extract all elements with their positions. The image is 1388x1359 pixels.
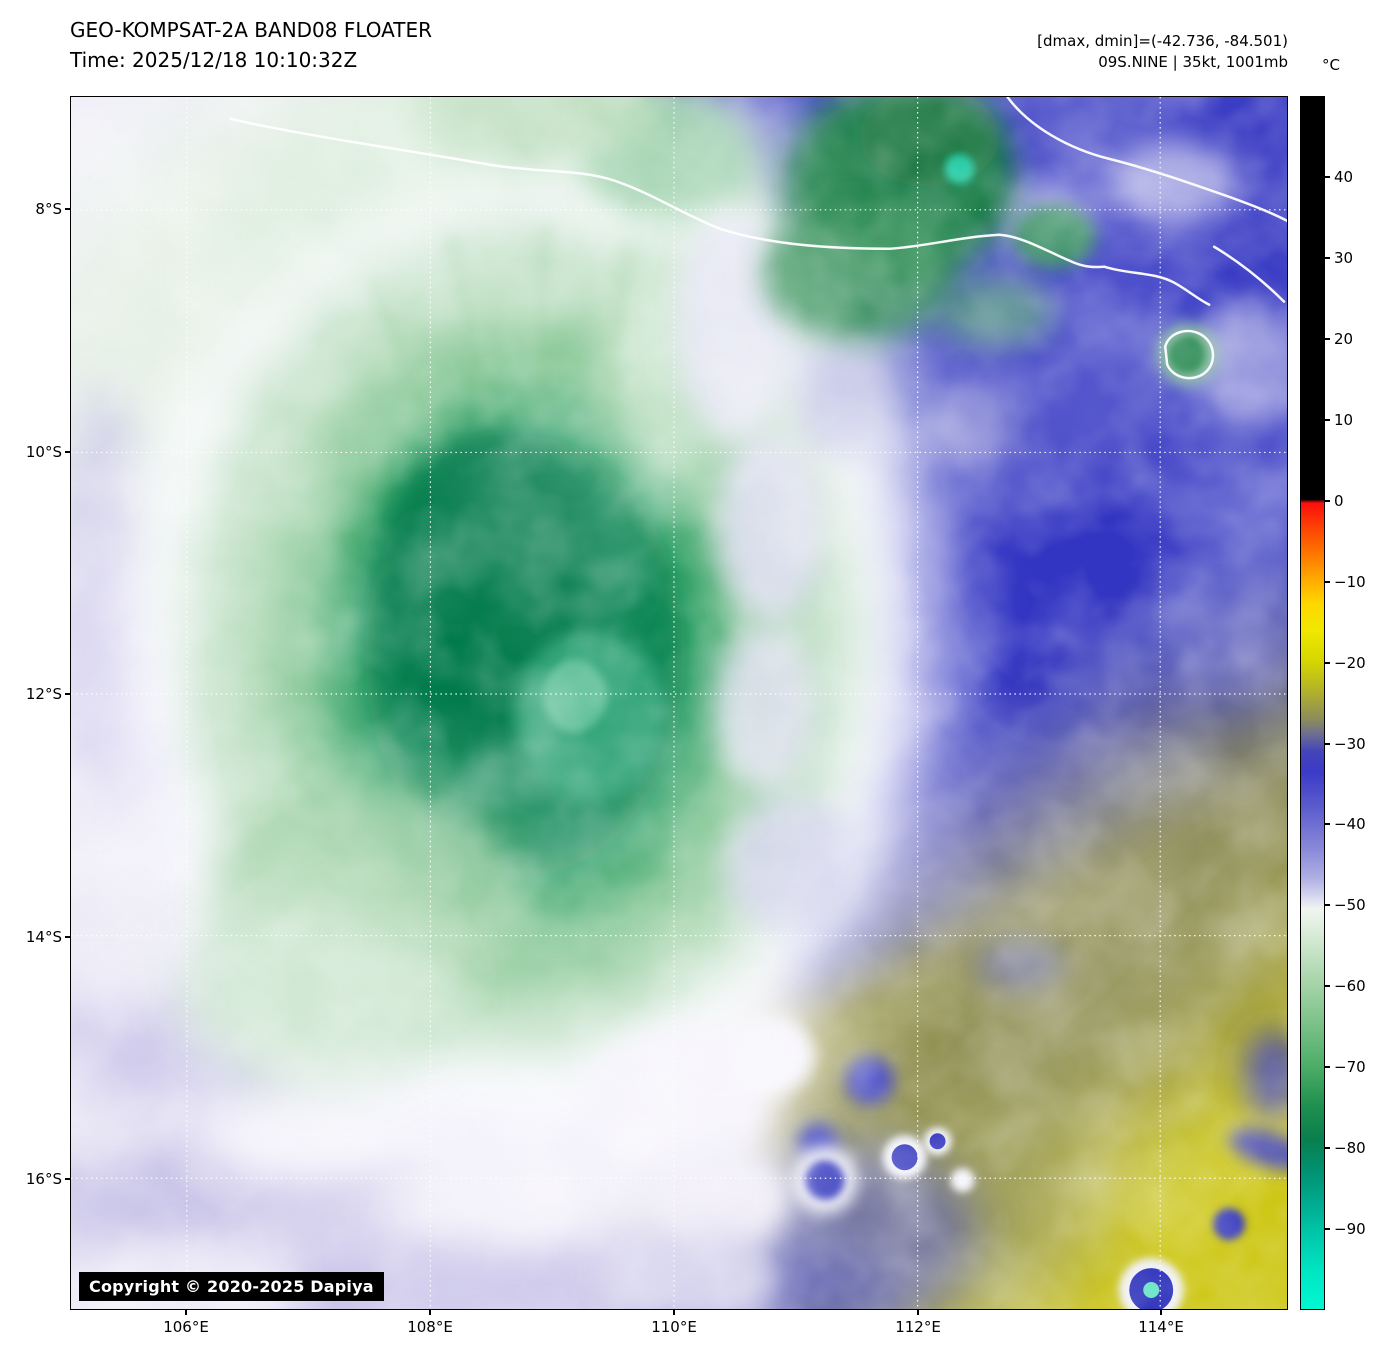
dmax-dmin-readout: [dmax, dmin]=(-42.736, -84.501) xyxy=(1037,32,1288,50)
cloud-noise-fine xyxy=(71,97,1287,1309)
cbar-tick-m30: −30 xyxy=(1325,735,1366,753)
colorbar xyxy=(1300,96,1325,1310)
x-tick-label-112e: 112°E xyxy=(878,1310,958,1336)
satellite-map-panel: Copyright © 2020-2025 Dapiya xyxy=(70,96,1288,1310)
storm-intensity-readout: 09S.NINE | 35kt, 1001mb xyxy=(1098,53,1288,71)
y-tick-label-16s: 16°S xyxy=(6,1170,70,1188)
timestamp: Time: 2025/12/18 10:10:32Z xyxy=(70,48,358,72)
colorbar-gradient xyxy=(1301,97,1324,1309)
latlon-gridlines xyxy=(71,97,1287,1309)
cbar-tick-20: 20 xyxy=(1324,330,1354,348)
cbar-tick-m40: −40 xyxy=(1325,815,1366,833)
cbar-tick-30: 30 xyxy=(1324,249,1354,267)
y-tick-label-12s: 12°S xyxy=(6,685,70,703)
cbar-tick-m80: −80 xyxy=(1325,1139,1366,1157)
colorbar-unit-label: °C xyxy=(1322,56,1340,74)
cbar-tick-m60: −60 xyxy=(1325,977,1366,995)
copyright-badge: Copyright © 2020-2025 Dapiya xyxy=(79,1272,384,1301)
satellite-image xyxy=(71,97,1287,1309)
y-tick-label-14s: 14°S xyxy=(6,928,70,946)
x-tick-label-114e: 114°E xyxy=(1121,1310,1201,1336)
x-tick-label-108e: 108°E xyxy=(390,1310,470,1336)
x-tick-label-110e: 110°E xyxy=(634,1310,714,1336)
y-tick-label-10s: 10°S xyxy=(6,443,70,461)
cbar-tick-m50: −50 xyxy=(1325,896,1366,914)
cbar-tick-40: 40 xyxy=(1324,168,1354,186)
cbar-tick-m20: −20 xyxy=(1325,654,1366,672)
cbar-tick-10: 10 xyxy=(1324,411,1354,429)
cbar-tick-m10: −10 xyxy=(1325,573,1366,591)
cbar-tick-m70: −70 xyxy=(1325,1058,1366,1076)
x-tick-label-106e: 106°E xyxy=(146,1310,226,1336)
y-tick-label-8s: 8°S xyxy=(6,200,70,218)
page-title: GEO-KOMPSAT-2A BAND08 FLOATER xyxy=(70,18,433,42)
cbar-tick-0: 0 xyxy=(1325,492,1344,510)
cbar-tick-m90: −90 xyxy=(1325,1220,1366,1238)
